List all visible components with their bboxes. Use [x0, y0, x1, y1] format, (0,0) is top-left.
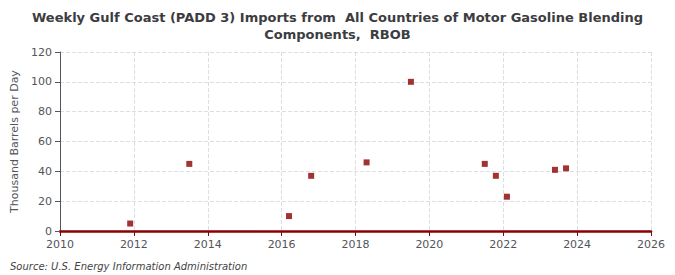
svg-text:40: 40: [38, 165, 52, 178]
svg-text:120: 120: [31, 46, 52, 59]
svg-text:60: 60: [38, 135, 52, 148]
svg-text:2022: 2022: [489, 238, 517, 251]
svg-text:2012: 2012: [120, 238, 148, 251]
svg-text:80: 80: [38, 105, 52, 118]
svg-text:2014: 2014: [194, 238, 222, 251]
svg-text:2018: 2018: [342, 238, 370, 251]
svg-text:0: 0: [45, 225, 52, 238]
svg-text:Source: U.S. Energy Informatio: Source: U.S. Energy Information Administ…: [10, 261, 247, 272]
svg-text:2020: 2020: [415, 238, 443, 251]
svg-text:2026: 2026: [637, 238, 665, 251]
svg-text:2016: 2016: [268, 238, 296, 251]
svg-text:Thousand Barrels per Day: Thousand Barrels per Day: [8, 70, 21, 214]
svg-text:Components, RBOB: Components, RBOB: [264, 27, 410, 42]
svg-text:2010: 2010: [46, 238, 74, 251]
svg-text:20: 20: [38, 195, 52, 208]
svg-text:2024: 2024: [563, 238, 591, 251]
svg-text:Weekly Gulf Coast (PADD 3) Imp: Weekly Gulf Coast (PADD 3) Imports from …: [32, 10, 643, 25]
svg-text:100: 100: [31, 75, 52, 88]
